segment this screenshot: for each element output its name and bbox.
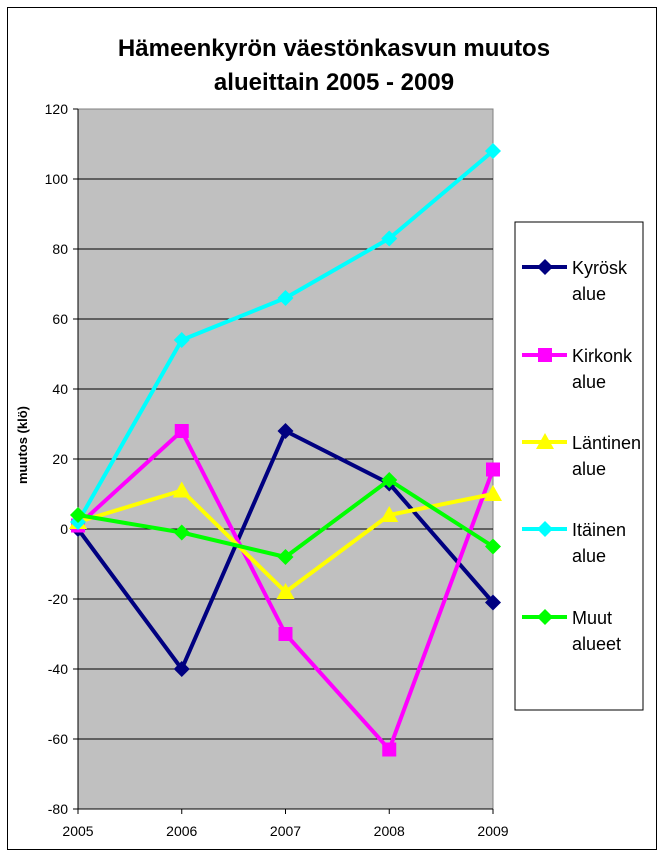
y-axis-label: muutos (klö)	[15, 406, 30, 484]
data-point	[484, 485, 502, 501]
data-point	[173, 332, 190, 348]
plot-area: -80 -60 -40 -20 0 20 40 60 80 100 120 2005 2006 2007 2…	[45, 101, 509, 839]
legend-label: Itäinen	[572, 520, 626, 540]
legend-label: alue	[572, 372, 606, 392]
chart-title-line-2: alueittain 2005 - 2009	[214, 69, 454, 96]
y-tick-label: 100	[45, 171, 69, 187]
legend-entry: Kirkonk alue	[522, 346, 633, 392]
legend-label: alueet	[572, 634, 621, 654]
data-point	[486, 462, 500, 477]
legend-label: alue	[572, 284, 606, 304]
y-tick-label: -20	[48, 591, 68, 607]
legend-marker	[536, 433, 554, 449]
data-point	[485, 538, 501, 555]
y-tick-label: 120	[45, 101, 69, 117]
y-tick-label: 80	[52, 241, 68, 257]
legend-box	[514, 221, 644, 711]
y-tick-label: -40	[48, 661, 68, 677]
x-tick-label: 2009	[477, 823, 508, 839]
data-point	[381, 230, 398, 247]
data-point	[172, 481, 191, 498]
y-tick-label: 0	[60, 521, 68, 537]
legend-entry: Itäinen alue	[522, 520, 626, 566]
data-point	[173, 661, 190, 677]
legend-marker	[537, 259, 553, 275]
legend-label: alue	[572, 459, 606, 479]
legend-entry: Muut alueet	[522, 608, 621, 654]
data-point	[382, 742, 397, 757]
y-tick-label: -60	[48, 731, 68, 747]
legend-label: Kirkonk	[572, 346, 633, 366]
series-5	[70, 472, 501, 565]
data-point	[173, 524, 190, 541]
data-point	[485, 143, 501, 159]
legend-label: Muut	[572, 608, 612, 628]
x-tick-label: 2005	[62, 823, 93, 839]
legend-marker	[537, 609, 553, 625]
legend-label: alue	[572, 546, 606, 566]
x-tick-label: 2007	[270, 823, 301, 839]
data-point	[380, 506, 399, 522]
legend-marker	[537, 521, 553, 537]
legend-label: Läntinen	[572, 433, 641, 453]
data-point	[485, 594, 501, 611]
legend-entry: Kyrösk alue	[522, 258, 628, 304]
chart-title-line-1: Hämeenkyrön väestönkasvun muutos	[118, 35, 550, 62]
y-tick-label: 40	[52, 381, 68, 397]
data-point	[278, 627, 293, 641]
y-tick-label: -80	[48, 801, 68, 817]
x-tick-label: 2006	[166, 823, 197, 839]
x-tick-label: 2008	[374, 823, 405, 839]
data-point	[174, 424, 189, 438]
data-point	[70, 507, 86, 523]
legend-marker	[538, 348, 552, 362]
data-point	[277, 290, 294, 306]
data-point	[277, 423, 294, 439]
y-tick-label: 20	[52, 451, 68, 467]
data-point	[381, 472, 398, 488]
legend: KyröskalueKirkonkalueLäntinenalueItäinen…	[514, 221, 644, 711]
series-1	[70, 423, 501, 677]
legend-label: Kyrösk	[572, 258, 628, 278]
data-point	[276, 583, 295, 599]
data-point	[277, 549, 294, 565]
legend-entry: Läntinen alue	[522, 433, 641, 479]
y-tick-label: 60	[52, 311, 68, 327]
